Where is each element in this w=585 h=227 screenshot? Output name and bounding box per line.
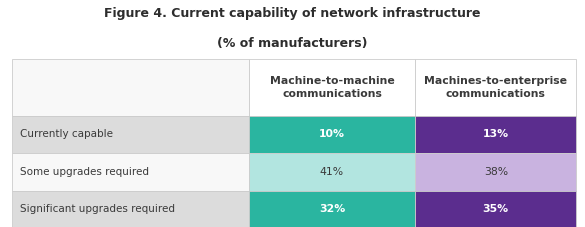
Bar [249, 153, 415, 191]
Text: Machines-to-enterprise
communications: Machines-to-enterprise communications [424, 76, 567, 99]
Text: 13%: 13% [483, 129, 509, 140]
Bar [12, 59, 249, 116]
Bar [415, 191, 576, 227]
Text: 41%: 41% [320, 167, 344, 177]
Bar [415, 153, 576, 191]
Bar [415, 59, 576, 116]
Text: 32%: 32% [319, 204, 345, 215]
Bar [12, 116, 249, 153]
Text: Currently capable: Currently capable [20, 129, 113, 140]
Text: (% of manufacturers): (% of manufacturers) [217, 37, 368, 50]
Text: 10%: 10% [319, 129, 345, 140]
Bar [249, 191, 415, 227]
Bar [12, 191, 249, 227]
Text: Figure 4. Current capability of network infrastructure: Figure 4. Current capability of network … [104, 7, 481, 20]
Bar [415, 116, 576, 153]
Text: 38%: 38% [484, 167, 508, 177]
Bar [12, 153, 249, 191]
Text: Some upgrades required: Some upgrades required [20, 167, 150, 177]
Text: Machine-to-machine
communications: Machine-to-machine communications [270, 76, 394, 99]
Text: Significant upgrades required: Significant upgrades required [20, 204, 176, 215]
Text: 35%: 35% [483, 204, 509, 215]
Bar [249, 116, 415, 153]
Bar [249, 59, 415, 116]
